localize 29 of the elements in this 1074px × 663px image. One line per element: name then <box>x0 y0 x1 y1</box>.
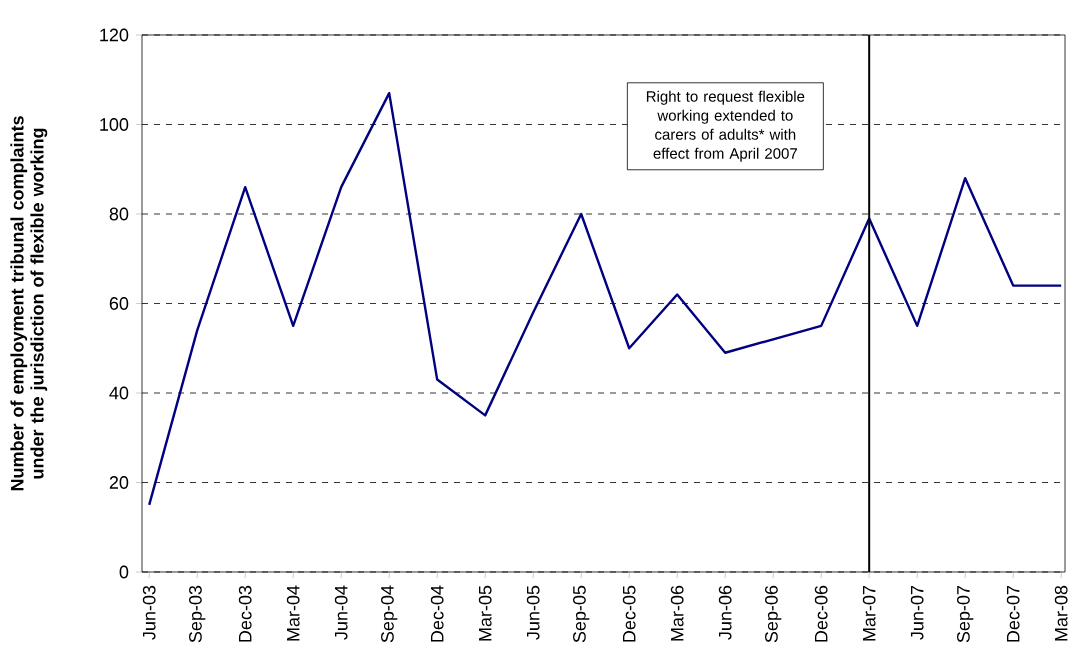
x-tick-label: Sep-07 <box>957 585 974 643</box>
x-tick-label: Jun-03 <box>142 585 156 640</box>
y-tick-label: 40 <box>109 386 129 400</box>
x-tick-label: Mar-07 <box>862 585 876 641</box>
x-tick-label: Dec-04 <box>430 585 444 642</box>
x-tick-label: Dec-07 <box>1006 585 1020 642</box>
x-tick-label: Sep-04 <box>381 585 398 643</box>
y-axis-title: Number of employment tribunal complaints under the jurisdiction of flexible working <box>10 116 48 491</box>
y-tick-label: 0 <box>119 565 129 579</box>
y-tick-label: 120 <box>100 28 129 42</box>
x-tick-label: Jun-06 <box>718 585 732 640</box>
x-tick-label: Jun-07 <box>910 585 924 640</box>
x-tick-label: Dec-05 <box>622 585 636 642</box>
x-tick-label: Dec-03 <box>238 585 252 642</box>
x-tick-label: Jun-04 <box>334 585 348 640</box>
x-tick-label: Dec-06 <box>814 585 828 642</box>
y-tick-label: 100 <box>100 118 129 131</box>
x-tick-label: Jun-05 <box>526 585 540 640</box>
x-tick-label: Sep-06 <box>765 585 782 643</box>
y-tick-label: 80 <box>109 207 129 221</box>
annotation: Right to request flexible working extended to carers of adults* with effect from April 2007 <box>646 90 805 162</box>
x-tick-label: Mar-06 <box>670 585 684 641</box>
x-tick-label: Mar-05 <box>478 585 492 641</box>
x-tick-label: Sep-03 <box>189 585 206 643</box>
y-tick-label: 60 <box>109 297 129 310</box>
x-tick-label: Sep-05 <box>573 585 590 643</box>
x-tick-label: Mar-04 <box>286 585 300 641</box>
x-tick-label: Mar-08 <box>1054 585 1068 641</box>
y-tick-label: 20 <box>109 476 129 489</box>
